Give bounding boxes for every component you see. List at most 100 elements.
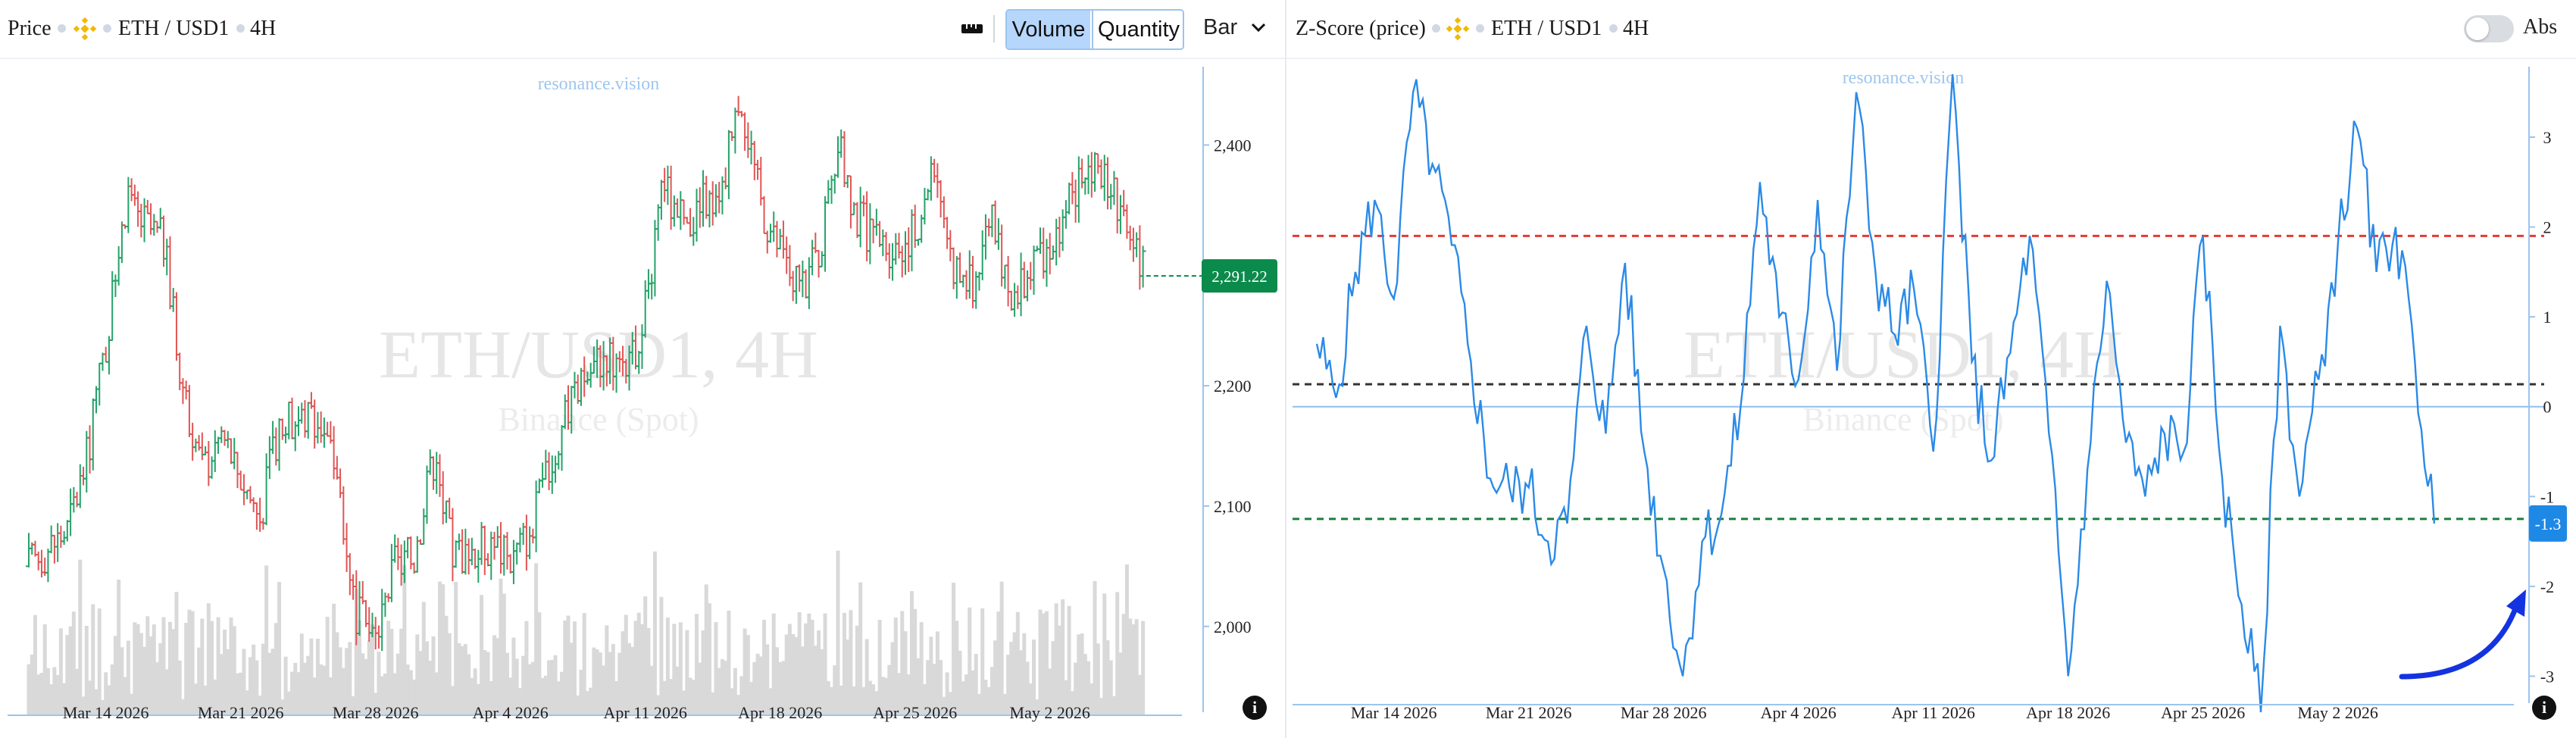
volume-bar [213, 679, 217, 715]
ohlc-bar [510, 539, 517, 585]
separator-dot [103, 24, 111, 33]
ohlc-bar [786, 245, 793, 286]
ohlc-bar [1108, 183, 1114, 210]
volume-bar [849, 610, 853, 715]
volume-bar [807, 613, 811, 715]
volume-bar [707, 603, 711, 715]
volume-bar [665, 618, 670, 715]
ohlc-bar [1002, 264, 1008, 289]
volume-bar [922, 683, 927, 715]
time-tick-label: Mar 14 2026 [1351, 703, 1437, 722]
info-icon[interactable]: i [1243, 696, 1267, 720]
time-tick-label: Apr 11 2026 [1892, 703, 1975, 722]
ohlc-bar [48, 525, 55, 554]
volume-bar [989, 667, 994, 715]
ohlc-bar [115, 245, 122, 286]
volume-bar [945, 672, 949, 715]
volume-bar [669, 679, 674, 715]
ohlc-bar [173, 292, 180, 361]
volume-bar [1134, 619, 1139, 715]
ohlc-bar [841, 131, 848, 187]
ohlc-bar [118, 221, 125, 264]
ohlc-bar [240, 474, 247, 505]
volume-bar [476, 683, 480, 715]
volume-bar [210, 621, 214, 715]
volume-bar [120, 647, 124, 715]
ohlc-bar [302, 400, 308, 438]
abs-toggle[interactable] [2464, 15, 2514, 42]
volume-button[interactable]: Volume [1007, 11, 1090, 48]
volume-bar [755, 653, 760, 715]
ohlc-bar [83, 430, 90, 493]
volume-bar [524, 621, 529, 715]
interval-label[interactable]: 4H [250, 17, 277, 40]
chart-type-select[interactable]: Bar [1203, 15, 1266, 40]
ohlc-bar [1130, 227, 1136, 262]
volume-bar [672, 624, 677, 715]
pair-label[interactable]: ETH / USD1 [118, 17, 230, 40]
ohlc-bar [661, 167, 668, 202]
interval-label[interactable]: 4H [1623, 17, 1649, 40]
zscore-tick-label: -1 [2540, 487, 2554, 506]
ohlc-bar [799, 260, 806, 298]
quantity-button[interactable]: Quantity [1092, 11, 1183, 48]
volume-bar [858, 582, 863, 715]
volume-bar [986, 686, 991, 715]
ohlc-bar [180, 378, 186, 405]
pair-label[interactable]: ETH / USD1 [1491, 17, 1602, 40]
ohlc-bar [944, 217, 951, 249]
volume-bar [781, 661, 786, 715]
ohlc-bar [38, 549, 45, 578]
ohlc-bar [1030, 245, 1037, 295]
ohlc-bar [792, 265, 799, 305]
volume-bar [1067, 605, 1071, 715]
volume-bar [961, 681, 965, 715]
volume-bar [325, 617, 330, 715]
volume-bar [1019, 650, 1024, 715]
ohlc-bar [205, 441, 212, 486]
ohlc-bar [244, 489, 251, 499]
ohlc-bar [148, 203, 155, 235]
info-icon[interactable]: i [2532, 696, 2556, 720]
ohlc-bar [504, 532, 511, 570]
price-panel: Price ETH / USD1 4H Volume Quantity Bar … [0, 0, 1285, 738]
volume-bar [514, 658, 519, 715]
volume-bar [296, 672, 301, 715]
ohlc-bar [51, 534, 58, 564]
ohlc-bar [128, 178, 135, 202]
watermark-site: resonance.vision [538, 74, 660, 94]
ohlc-bar [468, 537, 475, 565]
volume-bar [197, 647, 202, 715]
ruler-icon[interactable] [961, 21, 983, 36]
volume-bar [1051, 641, 1055, 715]
volume-bar [605, 625, 609, 715]
volume-bar [932, 664, 936, 715]
ohlc-bar [777, 228, 783, 250]
volume-bar [768, 688, 773, 715]
volume-bar [338, 647, 342, 715]
price-chart[interactable]: resonance.vision ETH/USD1, 4H Binance (Spo… [0, 59, 1285, 738]
ohlc-bar [1049, 245, 1056, 260]
ohlc-bar [488, 531, 495, 580]
volume-bar [229, 617, 233, 715]
ohlc-bar [151, 214, 158, 236]
ohlc-bar [472, 549, 479, 569]
ohlc-bar [677, 191, 684, 230]
volume-bar [652, 551, 657, 715]
volume-bar [1108, 660, 1113, 715]
volume-bar [611, 643, 615, 715]
volume-bar [543, 675, 548, 715]
volume-bar [547, 660, 552, 715]
ohlc-bar [549, 455, 555, 494]
ohlc-bar [70, 486, 77, 513]
ohlc-bar [700, 170, 706, 227]
volume-bar [996, 611, 1001, 715]
volume-bar [164, 669, 169, 715]
ohlc-bar [680, 199, 687, 225]
volume-bar [36, 674, 41, 715]
volume-bar [1012, 632, 1017, 715]
volume-bar [126, 640, 130, 715]
volume-bar [277, 582, 282, 715]
volume-bar [174, 592, 179, 715]
